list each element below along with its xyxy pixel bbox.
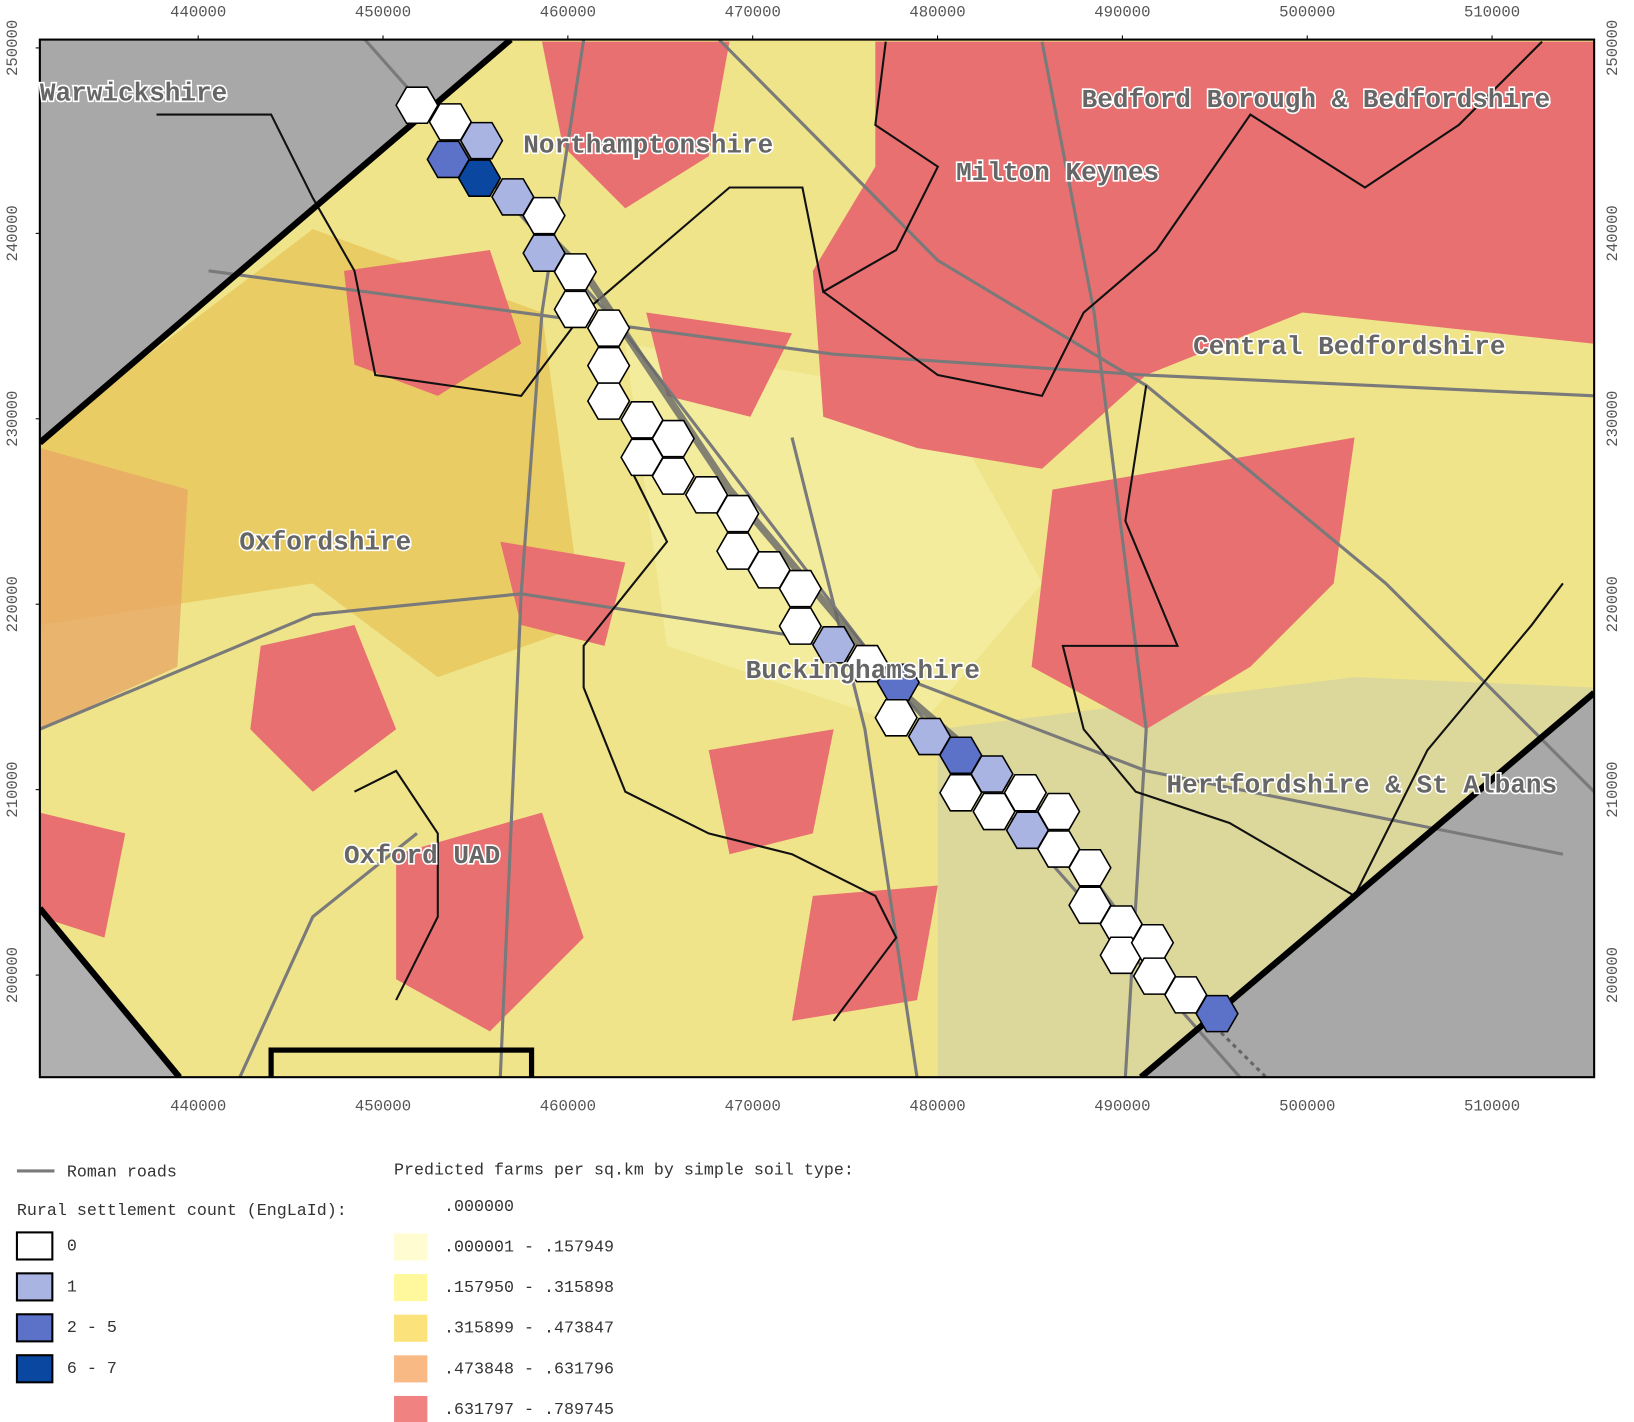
x-tick-label-top: 510000 (1464, 4, 1520, 22)
y-tick-label-left: 220000 (4, 576, 22, 632)
y-tick-label-right: 250000 (1604, 20, 1622, 76)
legend-swatch (15, 1231, 54, 1261)
region-label: Oxford UAD (344, 841, 500, 871)
y-tick-label-right: 200000 (1604, 947, 1622, 1003)
map-frame (38, 38, 1596, 1079)
legend-label: .631797 - .789745 (444, 1401, 614, 1420)
hexagon (939, 773, 983, 812)
x-tick-label-top: 450000 (355, 4, 411, 22)
x-tick-label-top: 440000 (170, 4, 226, 22)
hexagon (651, 457, 695, 495)
y-tick-label-right: 240000 (1604, 205, 1622, 261)
hexagon (457, 159, 502, 197)
legend-label: 6 - 7 (67, 1360, 117, 1379)
legend-label: .315899 - .473847 (444, 1320, 614, 1339)
y-tick-label-left: 200000 (4, 947, 22, 1003)
legend-label: .473848 - .631796 (444, 1360, 614, 1379)
x-tick-label-bottom: 510000 (1464, 1098, 1520, 1116)
y-tick-label-right: 220000 (1604, 576, 1622, 632)
hexagon-grid (395, 86, 1239, 1033)
hexagon (876, 663, 920, 702)
hexagon (586, 382, 631, 420)
hexagon (716, 494, 760, 533)
legend-swatch (15, 1272, 54, 1302)
region-label: Warwickshire (40, 79, 227, 109)
y-tick-label-left: 230000 (4, 391, 22, 447)
region-label: Bedford Borough & Bedfordshire (1082, 85, 1551, 115)
region-label: Oxfordshire (239, 528, 411, 558)
legend-swatch (394, 1314, 428, 1342)
x-tick-label-bottom: 480000 (909, 1098, 965, 1116)
region-labels: Warwickshire Northamptonshire Bedford Boro… (38, 77, 1558, 873)
hexagon (811, 626, 856, 664)
map-background (39, 39, 1595, 1078)
legend-swatch (394, 1355, 428, 1383)
y-tick-label-left: 240000 (4, 205, 22, 261)
hexagon (1068, 848, 1112, 887)
x-tick-label-bottom: 450000 (355, 1098, 411, 1116)
y-tick-label-right: 230000 (1604, 391, 1622, 447)
hexagon (522, 196, 566, 235)
legend-swatch (15, 1313, 54, 1343)
x-tick-label-bottom: 490000 (1094, 1098, 1150, 1116)
x-tick-label-bottom: 500000 (1279, 1098, 1335, 1116)
x-tick-label-bottom: 470000 (725, 1098, 781, 1116)
y-tick-label-left: 250000 (4, 20, 22, 76)
x-tick-label-top: 480000 (909, 4, 965, 22)
legend-soil-title: Predicted farms per sq.km by simple soil… (394, 1161, 854, 1180)
hexagon (874, 698, 918, 737)
region-label: Northamptonshire (523, 131, 773, 161)
x-tick-label-top: 490000 (1094, 4, 1150, 22)
legend-swatch (394, 1395, 428, 1422)
hexagon (1195, 994, 1239, 1033)
legend-settlement-title: Rural settlement count (EngLaId): (17, 1202, 347, 1221)
x-tick-label-bottom: 460000 (540, 1098, 596, 1116)
region-label: Milton Keynes (956, 158, 1159, 188)
hexagon (586, 309, 631, 347)
county-borders (156, 40, 1564, 1022)
y-tick-label-right: 210000 (1604, 762, 1622, 818)
x-tick-label-top: 460000 (540, 4, 596, 22)
hexagon (553, 253, 598, 291)
hexagon (1099, 936, 1143, 975)
y-tick-label-left: 210000 (4, 762, 22, 818)
hexagon (459, 121, 504, 160)
legend-label: .000000 (444, 1198, 514, 1217)
legend-swatch (394, 1274, 428, 1302)
legend-label: 0 (67, 1237, 77, 1256)
legend-roads: Roman roads (67, 1163, 177, 1182)
region-label: Central Bedfordshire (1193, 332, 1505, 362)
hexagon (778, 607, 823, 645)
region-label: Buckinghamshire (746, 656, 980, 686)
hexagon (778, 569, 823, 608)
x-tick-label-top: 470000 (725, 4, 781, 22)
hexagon (972, 792, 1016, 831)
x-tick-label-top: 500000 (1279, 4, 1335, 22)
region-label: Hertfordshire & St Albans (1167, 770, 1558, 800)
hexagon (553, 290, 598, 329)
legend-label: 1 (67, 1278, 77, 1297)
x-tick-label-bottom: 440000 (170, 1098, 226, 1116)
legend-label: 2 - 5 (67, 1319, 117, 1338)
hexagon (395, 86, 439, 125)
legend-swatch (394, 1233, 428, 1261)
legend-swatch (15, 1354, 54, 1384)
legend-label: .000001 - .157949 (444, 1238, 614, 1257)
legend-label: .157950 - .315898 (444, 1279, 614, 1298)
